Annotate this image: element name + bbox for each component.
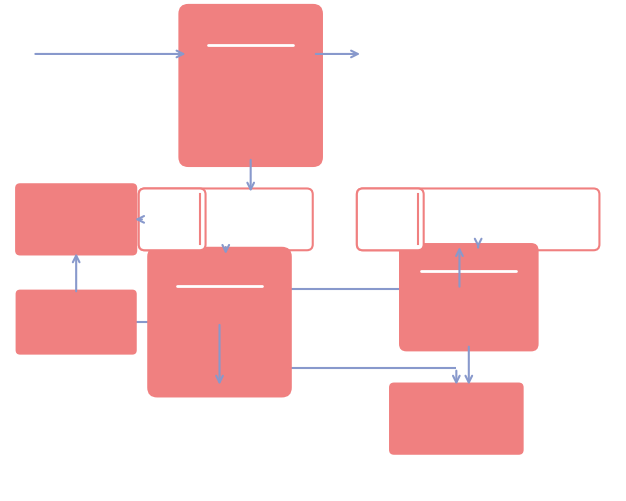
FancyBboxPatch shape xyxy=(357,188,424,250)
FancyBboxPatch shape xyxy=(178,4,323,167)
FancyBboxPatch shape xyxy=(15,183,137,256)
FancyBboxPatch shape xyxy=(357,188,600,250)
FancyBboxPatch shape xyxy=(139,188,313,250)
FancyBboxPatch shape xyxy=(147,247,292,397)
FancyBboxPatch shape xyxy=(16,290,136,355)
FancyBboxPatch shape xyxy=(139,188,205,250)
FancyBboxPatch shape xyxy=(389,383,524,455)
FancyBboxPatch shape xyxy=(399,243,538,351)
